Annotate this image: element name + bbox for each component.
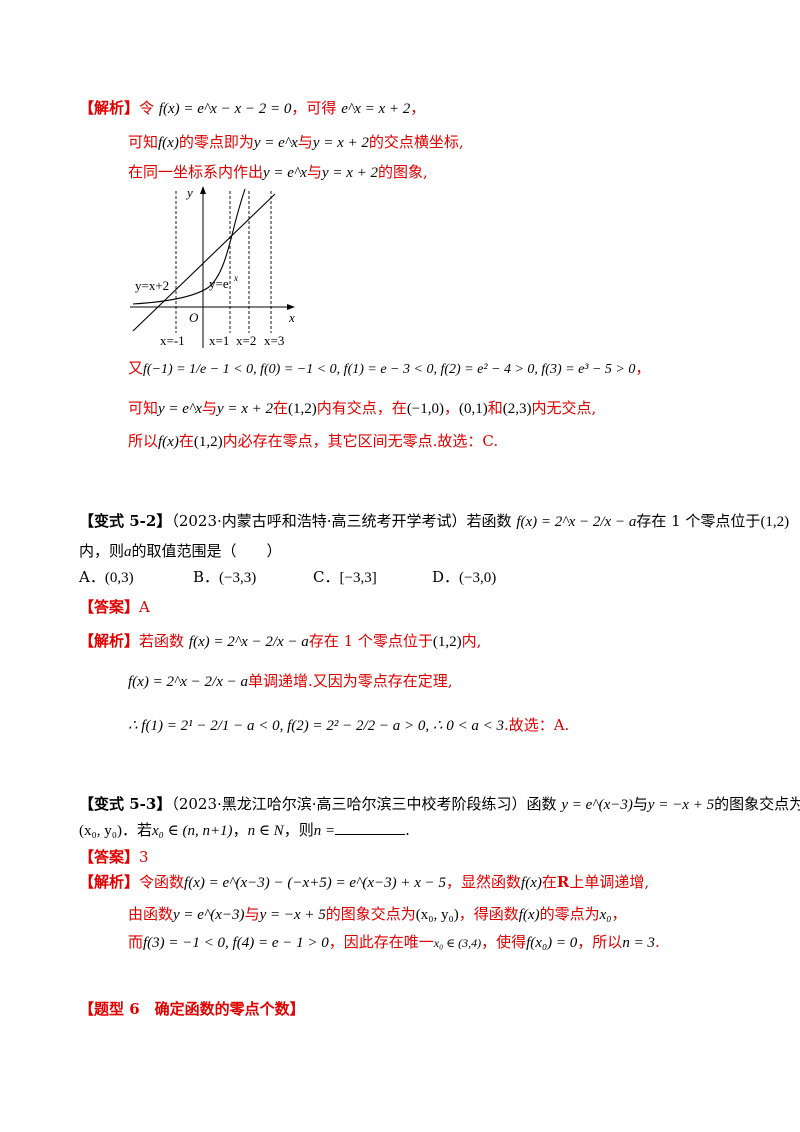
sec3-sol-line1: 【解析】令函数f(x) = e^(x−3) − (−x+5) = e^(x−3)… xyxy=(79,873,650,891)
analysis-tag: 【解析】 xyxy=(79,873,140,891)
sec3-question-line1: 【变式 5-3】（2023·黑龙江哈尔滨·高三哈尔滨三中校考阶段练习）函数 y … xyxy=(79,795,800,813)
analysis-tag: 【解析】 xyxy=(79,632,140,650)
answer-blank[interactable] xyxy=(335,820,406,835)
values-equation: f(−1) = 1/e − 1 < 0, f(0) = −1 < 0, f(1)… xyxy=(143,362,636,377)
sec1-line2: 可知f(x)的零点即为y = e^x与y = x + 2的交点横坐标, xyxy=(128,133,464,151)
analysis-tag: 【解析】 xyxy=(79,99,140,117)
function-expression: f(x) = 2^x − 2/x − a xyxy=(516,514,637,530)
answer-tag: 【答案】 xyxy=(79,598,140,616)
label-exp: y=e xyxy=(209,276,229,291)
source: （2023·内蒙古呼和浩特·高三统考开学考试） xyxy=(171,512,467,530)
sec3-answer: 【答案】3 xyxy=(79,846,149,868)
x-axis-arrow xyxy=(287,304,295,310)
sec2-sol-line3: ∴ f(1) = 2¹ − 2/1 − a < 0, f(2) = 2² − 2… xyxy=(128,716,570,734)
sec3-question-line2: (x₀, y₀)．若x₀ ∈ (n, n+1)，n ∈ N，则n =. xyxy=(79,820,410,839)
label-exp-sup: x xyxy=(233,273,238,283)
function-graph: y x O y=x+2 y=e x x=-1 x=1 x=2 x=3 xyxy=(130,185,295,348)
sec2-sol-line2: f(x) = 2^x − 2/x − a单调递增.又因为零点存在定理, xyxy=(128,672,453,690)
origin-label: O xyxy=(189,310,199,325)
sec2-question-line1: 【变式 5-2】（2023·内蒙古呼和浩特·高三统考开学考试）若函数 f(x) … xyxy=(79,512,790,530)
answer-value: 3 xyxy=(139,848,149,866)
sec1-line5: 可知y = e^x与y = x + 2在(1,2)内有交点，在(−1,0)，(0… xyxy=(128,399,597,417)
sec3-sol-line3: 而f(3) = −1 < 0, f(4) = e − 1 > 0，因此存在唯一x… xyxy=(128,933,660,951)
label-line: y=x+2 xyxy=(135,278,169,293)
sec1-line3: 在同一坐标系内作出y = e^x与y = x + 2的图象, xyxy=(128,163,428,181)
variant-tag: 【变式 5-2】 xyxy=(79,512,172,530)
option-d[interactable]: D．(−3,0) xyxy=(432,568,497,586)
x-mark-label: x=2 xyxy=(236,333,256,348)
variant-tag: 【变式 5-3】 xyxy=(79,795,172,813)
option-b[interactable]: B．(−3,3) xyxy=(193,568,257,586)
curve-y-exp xyxy=(132,188,246,305)
sec2-question-line2: 内，则a的取值范围是（ ） xyxy=(79,542,282,560)
section-heading: 【题型 6 确定函数的零点个数】 xyxy=(79,1000,305,1018)
source: （2023·黑龙江哈尔滨·高三哈尔滨三中校考阶段练习） xyxy=(171,795,527,813)
axis-label-y: y xyxy=(185,185,193,200)
x-mark-label: x=-1 xyxy=(160,333,185,348)
x-mark-label: x=3 xyxy=(264,333,284,348)
x-mark-label: x=1 xyxy=(209,333,229,348)
y-axis-arrow xyxy=(200,186,206,194)
option-a[interactable]: A．(0,3) xyxy=(79,568,134,586)
option-c[interactable]: C．[−3,3] xyxy=(313,568,377,586)
sec3-sol-line2: 由函数y = e^(x−3)与y = −x + 5的图象交点为(x₀, y₀)，… xyxy=(128,905,627,923)
answer-tag: 【答案】 xyxy=(79,848,140,866)
sec1-line1: 【解析】令 f(x) = e^x − x − 2 = 0，可得 e^x = x … xyxy=(79,99,426,117)
sec1-line6: 所以f(x)在(1,2)内必存在零点，其它区间无零点.故选：C. xyxy=(128,432,499,450)
axis-label-x: x xyxy=(288,310,295,325)
sec2-answer: 【答案】A xyxy=(79,596,150,618)
sec2-sol-line1: 【解析】若函数 f(x) = 2^x − 2/x − a存在 1 个零点位于(1… xyxy=(79,632,482,650)
equation: e^x = x + 2 xyxy=(341,101,411,117)
equation: f(x) = e^x − x − 2 = 0 xyxy=(158,101,292,117)
sec1-line4: 又f(−1) = 1/e − 1 < 0, f(0) = −1 < 0, f(1… xyxy=(128,359,651,377)
answer-value: A xyxy=(139,598,150,616)
line-y-x-plus-2 xyxy=(132,193,276,332)
